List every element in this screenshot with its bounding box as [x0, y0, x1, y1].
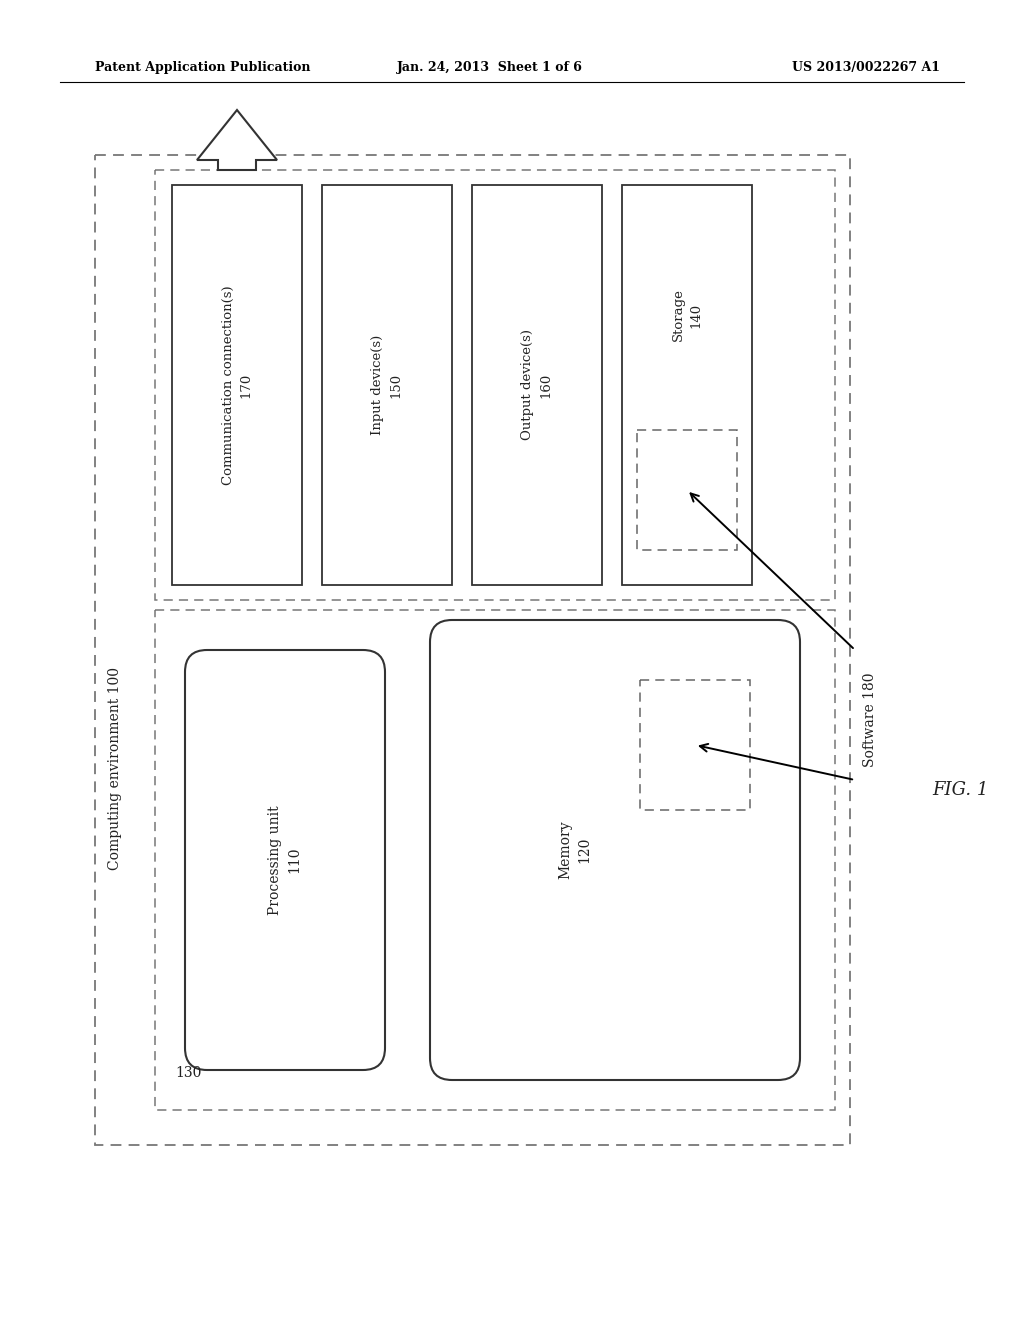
Text: Patent Application Publication: Patent Application Publication — [95, 62, 310, 74]
Text: Communication connection(s)
170: Communication connection(s) 170 — [221, 285, 253, 484]
Text: FIG. 1: FIG. 1 — [932, 781, 988, 799]
Bar — [95, 154, 850, 1144]
Text: Memory
120: Memory 120 — [558, 821, 592, 879]
Text: Processing unit
110: Processing unit 110 — [268, 805, 302, 915]
Bar — [640, 680, 750, 810]
Bar — [155, 170, 835, 601]
Bar — [472, 185, 602, 585]
Bar — [322, 185, 452, 585]
Bar — [622, 185, 752, 585]
Text: 130: 130 — [175, 1067, 202, 1080]
Text: US 2013/0022267 A1: US 2013/0022267 A1 — [792, 62, 940, 74]
FancyBboxPatch shape — [185, 649, 385, 1071]
Bar — [172, 185, 302, 585]
Text: Output device(s)
160: Output device(s) 160 — [521, 330, 553, 441]
Text: Storage
140: Storage 140 — [672, 289, 702, 342]
Text: Computing environment 100: Computing environment 100 — [108, 668, 122, 870]
Bar — [155, 610, 835, 1110]
Text: Input device(s)
150: Input device(s) 150 — [372, 335, 402, 436]
Text: Software 180: Software 180 — [863, 673, 877, 767]
Text: Jan. 24, 2013  Sheet 1 of 6: Jan. 24, 2013 Sheet 1 of 6 — [397, 62, 583, 74]
FancyBboxPatch shape — [430, 620, 800, 1080]
Polygon shape — [197, 110, 278, 170]
Bar — [637, 430, 737, 550]
